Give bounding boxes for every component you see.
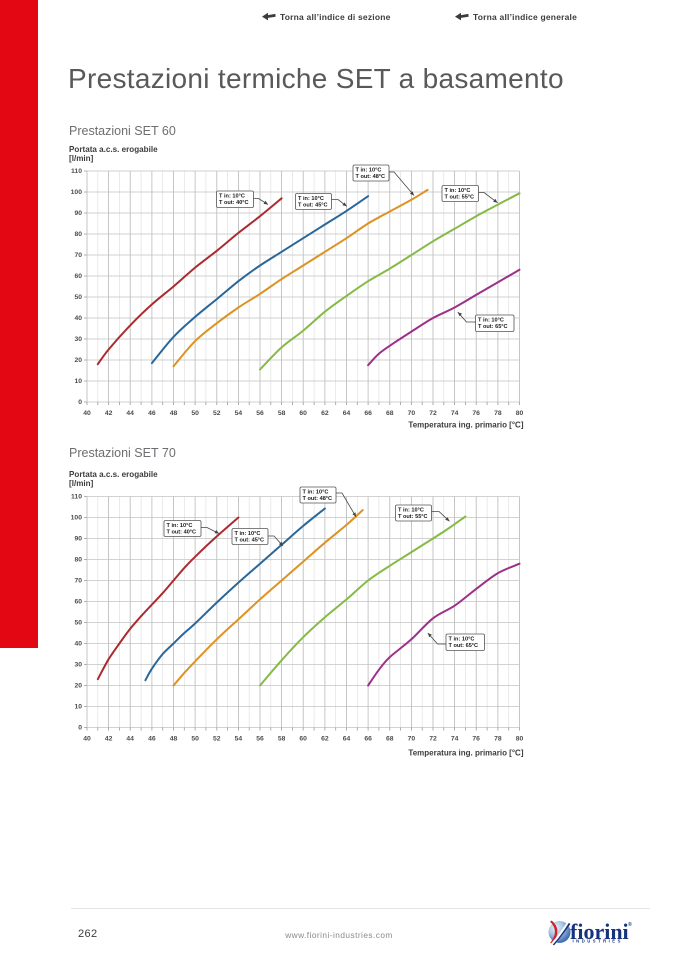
svg-text:40: 40 xyxy=(74,641,82,648)
svg-text:T in: 10°C: T in: 10°C xyxy=(303,490,329,496)
svg-text:74: 74 xyxy=(451,410,459,417)
svg-text:54: 54 xyxy=(235,410,243,417)
svg-text:T in: 10°C: T in: 10°C xyxy=(398,508,424,514)
svg-text:T out: 65°C: T out: 65°C xyxy=(478,324,508,330)
svg-text:56: 56 xyxy=(256,736,264,743)
svg-text:T out: 40°C: T out: 40°C xyxy=(167,530,197,536)
svg-text:T in: 10°C: T in: 10°C xyxy=(235,531,261,537)
svg-text:48: 48 xyxy=(170,410,178,417)
svg-text:T in: 10°C: T in: 10°C xyxy=(298,196,324,202)
svg-text:T in: 10°C: T in: 10°C xyxy=(449,637,475,643)
svg-text:50: 50 xyxy=(191,736,199,743)
svg-text:T out: 48°C: T out: 48°C xyxy=(303,496,333,502)
svg-text:50: 50 xyxy=(191,410,199,417)
svg-text:72: 72 xyxy=(429,736,437,743)
svg-text:58: 58 xyxy=(278,736,286,743)
svg-text:10: 10 xyxy=(74,704,82,711)
svg-text:50: 50 xyxy=(74,294,82,301)
svg-text:T out: 45°C: T out: 45°C xyxy=(235,538,265,544)
svg-text:20: 20 xyxy=(74,357,82,364)
svg-text:T in: 10°C: T in: 10°C xyxy=(219,194,245,200)
svg-text:70: 70 xyxy=(74,252,82,259)
svg-text:80: 80 xyxy=(74,557,82,564)
svg-text:T out: 55°C: T out: 55°C xyxy=(398,514,428,520)
svg-text:10: 10 xyxy=(74,378,82,385)
svg-text:T out: 55°C: T out: 55°C xyxy=(445,195,475,201)
svg-text:46: 46 xyxy=(148,410,156,417)
svg-text:60: 60 xyxy=(74,599,82,606)
svg-text:70: 70 xyxy=(408,736,416,743)
svg-text:20: 20 xyxy=(74,683,82,690)
svg-text:80: 80 xyxy=(74,231,82,238)
svg-text:72: 72 xyxy=(429,410,437,417)
svg-text:T out: 65°C: T out: 65°C xyxy=(449,643,479,649)
svg-text:®: ® xyxy=(628,921,632,928)
svg-text:T in: 10°C: T in: 10°C xyxy=(445,188,471,194)
svg-text:50: 50 xyxy=(74,620,82,627)
svg-text:66: 66 xyxy=(364,736,372,743)
svg-text:60: 60 xyxy=(74,273,82,280)
svg-text:60: 60 xyxy=(299,736,307,743)
svg-text:T out: 45°C: T out: 45°C xyxy=(298,203,328,209)
svg-text:100: 100 xyxy=(71,189,83,196)
svg-text:T in: 10°C: T in: 10°C xyxy=(167,523,193,529)
svg-text:74: 74 xyxy=(451,736,459,743)
svg-text:62: 62 xyxy=(321,410,329,417)
svg-text:52: 52 xyxy=(213,410,221,417)
svg-text:100: 100 xyxy=(71,515,83,522)
svg-text:T in: 10°C: T in: 10°C xyxy=(478,318,504,324)
svg-text:0: 0 xyxy=(78,399,82,406)
svg-text:80: 80 xyxy=(516,736,524,743)
svg-text:68: 68 xyxy=(386,410,394,417)
svg-text:48: 48 xyxy=(170,736,178,743)
svg-text:44: 44 xyxy=(126,736,134,743)
svg-text:0: 0 xyxy=(78,725,82,732)
svg-text:40: 40 xyxy=(83,736,91,743)
svg-text:44: 44 xyxy=(126,410,134,417)
svg-text:90: 90 xyxy=(74,210,82,217)
svg-text:60: 60 xyxy=(299,410,307,417)
svg-text:58: 58 xyxy=(278,410,286,417)
svg-text:52: 52 xyxy=(213,736,221,743)
svg-text:Temperatura ing. primario [°C]: Temperatura ing. primario [°C] xyxy=(408,749,523,758)
svg-text:70: 70 xyxy=(408,410,416,417)
svg-text:54: 54 xyxy=(235,736,243,743)
svg-text:56: 56 xyxy=(256,410,264,417)
svg-text:T in: 10°C: T in: 10°C xyxy=(356,168,382,174)
svg-text:64: 64 xyxy=(343,736,351,743)
svg-text:78: 78 xyxy=(494,736,502,743)
svg-text:40: 40 xyxy=(74,315,82,322)
svg-text:62: 62 xyxy=(321,736,329,743)
svg-text:fiorini: fiorini xyxy=(570,919,629,944)
svg-text:70: 70 xyxy=(74,578,82,585)
svg-text:90: 90 xyxy=(74,536,82,543)
svg-text:64: 64 xyxy=(343,410,351,417)
svg-text:46: 46 xyxy=(148,736,156,743)
svg-text:110: 110 xyxy=(71,168,82,175)
svg-text:110: 110 xyxy=(71,494,82,501)
svg-text:78: 78 xyxy=(494,410,502,417)
svg-text:40: 40 xyxy=(83,410,91,417)
svg-text:30: 30 xyxy=(74,336,82,343)
svg-text:T out: 40°C: T out: 40°C xyxy=(219,200,249,206)
svg-text:42: 42 xyxy=(105,410,113,417)
svg-text:66: 66 xyxy=(364,410,372,417)
svg-text:30: 30 xyxy=(74,662,82,669)
svg-text:T out: 48°C: T out: 48°C xyxy=(356,174,386,180)
svg-text:Temperatura ing. primario [°C]: Temperatura ing. primario [°C] xyxy=(408,421,523,430)
svg-text:42: 42 xyxy=(105,736,113,743)
svg-text:76: 76 xyxy=(472,736,480,743)
svg-text:68: 68 xyxy=(386,736,394,743)
svg-text:80: 80 xyxy=(516,410,524,417)
svg-text:INDUSTRIES: INDUSTRIES xyxy=(573,939,623,944)
svg-text:76: 76 xyxy=(472,410,480,417)
